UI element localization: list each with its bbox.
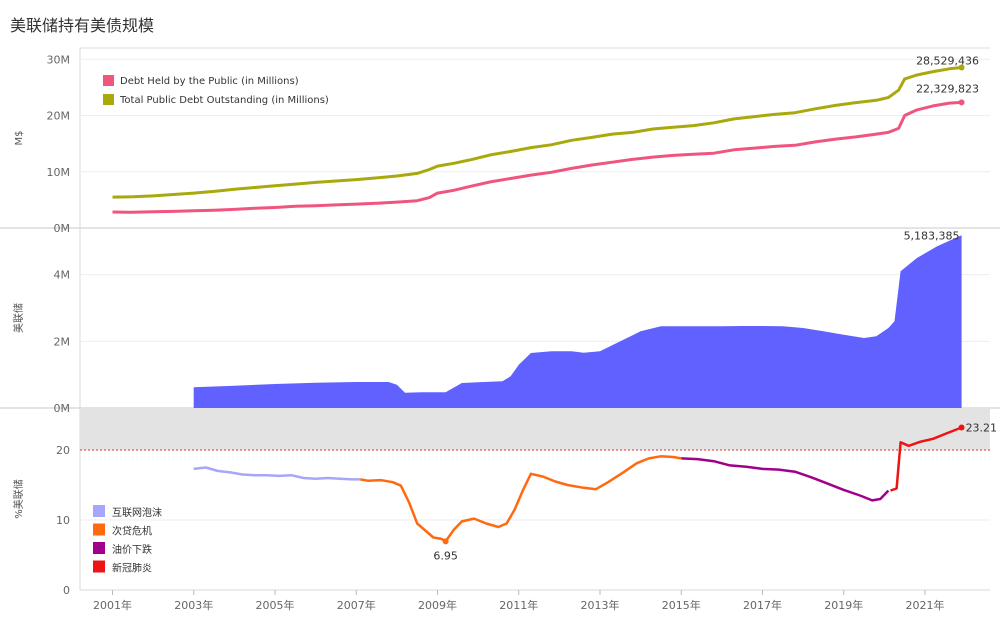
y-tick-label: 0M xyxy=(54,222,71,235)
end-point xyxy=(958,64,965,71)
x-tick-label: 2005年 xyxy=(256,598,295,612)
x-tick-label: 2017年 xyxy=(743,598,782,612)
x-tick-label: 2019年 xyxy=(824,598,863,612)
legend-label: 新冠肺炎 xyxy=(112,562,152,575)
holdings-area xyxy=(193,235,962,408)
y-tick-label: 0M xyxy=(54,402,71,415)
x-tick-label: 2003年 xyxy=(174,598,213,612)
chart-title: 美联储持有美债规模 xyxy=(10,16,155,35)
x-tick-label: 2007年 xyxy=(337,598,376,612)
y-axis-label: M$ xyxy=(14,131,25,146)
legend-swatch xyxy=(93,505,105,517)
min-point xyxy=(442,538,449,545)
series-line xyxy=(890,426,963,492)
legend-label: 互联网泡沫 xyxy=(112,506,162,519)
data-label: 22,329,823 xyxy=(916,82,979,95)
end-point xyxy=(958,424,965,431)
legend-label: 油价下跌 xyxy=(112,543,152,556)
x-tick-label: 2015年 xyxy=(662,598,701,612)
threshold-band xyxy=(80,408,990,450)
series-line xyxy=(681,457,890,502)
legend-swatch xyxy=(103,75,114,86)
y-tick-label: 10M xyxy=(47,166,71,179)
series-line xyxy=(360,455,682,543)
data-label: 6.95 xyxy=(433,549,458,562)
data-label: 5,183,385 xyxy=(904,229,960,242)
x-tick-label: 2009年 xyxy=(418,598,457,612)
legend-swatch xyxy=(103,94,114,105)
y-axis-label: 美联储 xyxy=(12,303,25,333)
x-tick-label: 2001年 xyxy=(93,598,132,612)
y-tick-label: 30M xyxy=(47,53,71,66)
data-label: 23.21 xyxy=(966,422,998,435)
y-tick-label: 4M xyxy=(54,269,71,282)
legend-label: Debt Held by the Public (in Millions) xyxy=(120,76,299,87)
legend-label: Total Public Debt Outstanding (in Millio… xyxy=(119,95,329,106)
x-tick-label: 2011年 xyxy=(499,598,538,612)
y-tick-label: 0 xyxy=(63,584,70,597)
y-axis-label: %美联储 xyxy=(12,479,25,519)
legend-swatch xyxy=(93,542,105,554)
legend-swatch xyxy=(93,560,105,573)
series-line xyxy=(193,466,361,481)
series-line xyxy=(112,100,962,214)
end-point xyxy=(958,99,965,106)
data-label: 28,529,436 xyxy=(916,55,979,68)
y-tick-label: 20 xyxy=(56,444,70,457)
x-tick-label: 2013年 xyxy=(581,598,620,612)
legend-swatch xyxy=(93,523,105,536)
series-line xyxy=(112,66,962,199)
x-tick-label: 2021年 xyxy=(906,598,945,612)
y-tick-label: 2M xyxy=(54,335,71,348)
legend-label: 次贷危机 xyxy=(112,525,152,538)
y-tick-label: 20M xyxy=(47,110,71,123)
y-tick-label: 10 xyxy=(56,514,70,527)
